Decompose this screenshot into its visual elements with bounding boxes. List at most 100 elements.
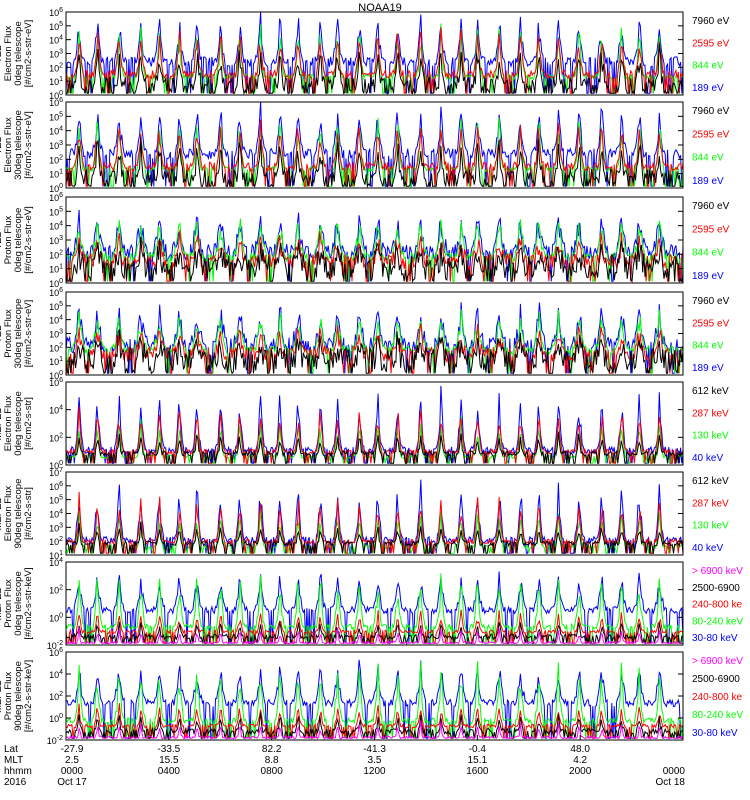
legend-entry: 40 keV — [692, 543, 723, 554]
y-axis-label: Proton Flux — [3, 671, 14, 720]
y-axis-label: 0deg telescope — [13, 571, 24, 635]
series-8-3 — [66, 703, 683, 739]
y-tick-label: 106 — [49, 377, 63, 388]
panel-frame — [65, 561, 684, 646]
legend-entry: 844 eV — [692, 153, 724, 164]
panel-7: 10-2 100 102 104 MEPED Proton Flux 0deg telesc… — [0, 557, 743, 651]
y-axis-label: TED — [0, 44, 4, 63]
time-tick-label: 2.5 — [65, 755, 79, 766]
series-1-4 — [66, 43, 683, 95]
time-tick-label: -0.4 — [469, 744, 487, 755]
legend-entry: 240-800 ke — [692, 692, 742, 703]
y-axis-label: 30deg telescope — [13, 299, 24, 369]
y-tick-label: 102 — [49, 432, 63, 443]
y-axis-label: MEPED — [0, 406, 4, 440]
y-axis-label: [#/cm2-s-str-keV] — [23, 567, 34, 639]
legend-entry: 40 keV — [692, 453, 723, 464]
y-tick-label: 10-2 — [47, 735, 63, 746]
y-tick-label: 104 — [49, 126, 63, 137]
time-tick-label: 1200 — [363, 766, 386, 777]
time-row-label: Lat — [4, 744, 18, 755]
y-tick-label: 100 — [49, 183, 63, 194]
y-axis-label: 90deg telescope — [13, 661, 24, 731]
y-tick-label: 104 — [49, 221, 63, 232]
legend-entry: 130 keV — [692, 521, 729, 532]
y-tick-label: 10-2 — [47, 640, 63, 651]
y-tick-label: 106 — [49, 97, 63, 108]
legend-entry: 30-80 keV — [692, 728, 738, 739]
y-axis-label: 0deg telescope — [13, 208, 24, 272]
y-tick-label: 103 — [49, 235, 63, 246]
time-tick-label: 0800 — [261, 766, 284, 777]
series-7-3 — [66, 609, 683, 644]
legend-entry: 844 eV — [692, 341, 724, 352]
y-tick-label: 106 — [49, 192, 63, 203]
time-tick-label: 48.0 — [570, 744, 590, 755]
legend-entry: 189 eV — [692, 83, 724, 94]
time-tick-label: 3.5 — [368, 755, 382, 766]
panel-3: 100 101 102 103 104 105 106 TED Proton Flux 0deg … — [0, 192, 730, 289]
series-6-4 — [66, 521, 683, 554]
time-tick-label: 82.2 — [262, 744, 282, 755]
series-2-4 — [66, 136, 683, 188]
legend-entry: 287 keV — [692, 408, 729, 419]
time-tick-label: 15.5 — [159, 755, 179, 766]
legend-entry: 30-80 keV — [692, 633, 738, 644]
y-axis-label: Proton Flux — [3, 215, 14, 264]
legend-entry: 7960 eV — [692, 106, 730, 117]
y-axis-label: MEPED — [0, 586, 4, 620]
y-tick-label: 100 — [49, 612, 63, 623]
y-tick-label: 105 — [49, 206, 63, 217]
panel-2: 100 101 102 103 104 105 106 TED Electron Flux 30d… — [0, 97, 730, 194]
y-tick-label: 107 — [49, 467, 63, 478]
y-tick-label: 104 — [49, 557, 63, 568]
time-tick-label: Oct 18 — [656, 777, 686, 788]
panel-4: 100 101 102 103 104 105 106 TED Proton Flux 30deg… — [0, 287, 730, 381]
series-2-3 — [66, 119, 683, 187]
y-tick-label: 106 — [49, 7, 63, 18]
y-axis-label: [#/cm2-s-str-eV] — [23, 20, 34, 88]
y-tick-label: 105 — [49, 21, 63, 32]
legend-entry: 612 keV — [692, 386, 729, 397]
y-tick-label: 102 — [49, 249, 63, 260]
series-5-1 — [66, 385, 683, 464]
time-tick-label: 2000 — [569, 766, 592, 777]
series-3-3 — [66, 230, 683, 282]
y-axis-label: Electron Flux — [3, 486, 14, 542]
y-tick-label: 106 — [49, 647, 63, 658]
panel-6: 101 102 103 104 105 106 107 MEPED Electron Flux 9… — [0, 467, 729, 561]
y-tick-label: 101 — [49, 264, 63, 275]
legend-entry: 2500-6900 — [692, 674, 740, 685]
time-tick-label: -33.5 — [157, 744, 180, 755]
y-tick-label: 101 — [49, 76, 63, 87]
series-3-2 — [66, 218, 683, 282]
legend-entry: 189 eV — [692, 176, 724, 187]
time-tick-label: Oct 17 — [57, 777, 87, 788]
series-1-3 — [66, 27, 683, 94]
y-axis-label: 0deg telescope — [13, 391, 24, 455]
y-tick-label: 104 — [49, 315, 63, 326]
legend-entry: 240-800 ke — [692, 600, 742, 611]
y-axis-label: TED — [0, 324, 4, 343]
y-axis-label: Electron Flux — [3, 117, 14, 173]
y-tick-label: 105 — [49, 301, 63, 312]
time-tick-label: 0000 — [61, 766, 84, 777]
y-axis-label: Electron Flux — [3, 396, 14, 452]
y-tick-label: 104 — [49, 405, 63, 416]
y-tick-label: 100 — [49, 713, 63, 724]
y-tick-label: 100 — [49, 278, 63, 289]
series-8-1 — [66, 659, 683, 739]
y-tick-label: 101 — [49, 550, 63, 561]
y-axis-label: MEPED — [0, 496, 4, 530]
y-tick-label: 101 — [49, 169, 63, 180]
y-tick-label: 100 — [49, 460, 63, 471]
y-tick-label: 100 — [49, 370, 63, 381]
time-tick-label: 0400 — [158, 766, 181, 777]
y-axis-label: Proton Flux — [3, 309, 14, 358]
y-tick-label: 104 — [49, 669, 63, 680]
series-7-4 — [66, 621, 683, 645]
time-row-label: MLT — [4, 755, 23, 766]
y-axis-label: 90deg telescope — [13, 479, 24, 549]
time-tick-label: 15.1 — [468, 755, 488, 766]
